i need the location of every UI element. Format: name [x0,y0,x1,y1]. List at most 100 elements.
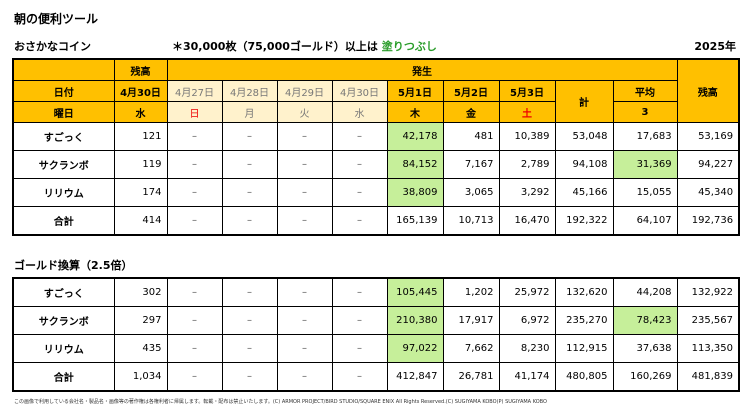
cell: 121 [113,122,168,151]
header-cell: 金 [442,101,500,123]
cell: 1,202 [442,277,500,307]
cell: 10,713 [442,206,500,236]
cell: 42,178 [386,122,444,151]
cell: 7,167 [442,150,500,179]
cell: 481,839 [676,362,740,392]
cell: 41,174 [498,362,556,392]
cell: – [331,334,388,363]
row-label: 合計 [12,362,115,392]
coin-label: おさかなコイン [14,40,91,53]
cell: – [276,306,333,335]
header-cell: 4月28日 [221,80,278,102]
cell: – [221,150,278,179]
cell: 105,445 [386,277,444,307]
footer: この画像で利用している会社名・製品名・画像等の著作権は各権利者に帰属します。転載… [14,399,547,405]
data-row: 合計 1,034– – – –412,847 26,781 41,174 480,805 160… [12,362,740,392]
data-row: リリウム 435– – – –97,022 7,662 8,230 112,915 37,638… [12,334,740,363]
cell: – [276,122,333,151]
cell: – [221,306,278,335]
cell: 6,972 [498,306,556,335]
cell: 235,567 [676,306,740,335]
cell: – [221,277,278,307]
header-cell: 4月27日 [166,80,223,102]
row-label: サクランボ [12,150,115,179]
cell: 97,022 [386,334,444,363]
cell: 26,781 [442,362,500,392]
cell: – [331,306,388,335]
cell: 192,736 [676,206,740,236]
cell: 302 [113,277,168,307]
cell: 165,139 [386,206,444,236]
cell: 25,972 [498,277,556,307]
header-cell: 5月1日 [386,80,444,102]
cell: 414 [113,206,168,236]
cell: 7,662 [442,334,500,363]
header-cell: 月 [221,101,278,123]
coin-table: 残高 発生 残高 日付 4月30日 4月27日 4月28日 4月29日 4月30日 5月1日 5月2… [12,58,741,236]
header-cell: 平均 [612,80,678,102]
header-cell: 4月30日 [113,80,168,102]
cell: – [166,122,223,151]
header-cell: 4月29日 [276,80,333,102]
cell: 44,208 [612,277,678,307]
header-cell: 木 [386,101,444,123]
cell: 84,152 [386,150,444,179]
cell: – [276,206,333,236]
header-cell: 曜日 [12,101,115,123]
cell: – [331,206,388,236]
cell: 45,166 [554,178,614,207]
cell: 38,809 [386,178,444,207]
cell: – [331,178,388,207]
gold-title: ゴールド換算（2.5倍） [14,259,133,272]
cell: – [166,362,223,392]
header-cell [12,58,115,81]
header-cell: 日付 [12,80,115,102]
header-cell: 残高 [676,58,740,123]
cell: 297 [113,306,168,335]
cell: – [331,277,388,307]
cell: 94,227 [676,150,740,179]
cell: – [276,334,333,363]
row-label: リリウム [12,178,115,207]
cell: 31,369 [612,150,678,179]
note-text: ＊30,000枚（75,000ゴールド）以上は [172,40,378,53]
cell: – [221,206,278,236]
header-cell: 土 [498,101,556,123]
row-label: すごっく [12,277,115,307]
cell: 16,470 [498,206,556,236]
cell: 132,620 [554,277,614,307]
header-row: 日付 4月30日 4月27日 4月28日 4月29日 4月30日 5月1日 5月2日 5月3日計… [12,80,739,123]
data-row: 合計 414– – – –165,139 10,713 16,470 192,322 64,10… [12,206,740,236]
cell: 1,034 [113,362,168,392]
cell: 3,065 [442,178,500,207]
cell: – [221,362,278,392]
cell: 481 [442,122,500,151]
cell: – [331,150,388,179]
cell: – [166,178,223,207]
header-cell: 水 [113,101,168,123]
cell: – [221,178,278,207]
cell: 412,847 [386,362,444,392]
row-label: リリウム [12,334,115,363]
cell: 160,269 [612,362,678,392]
note: ＊30,000枚（75,000ゴールド）以上は 塗りつぶし [172,38,437,54]
row-label: サクランボ [12,306,115,335]
cell: – [331,122,388,151]
cell: 45,340 [676,178,740,207]
data-row: リリウム 174– – – –38,809 3,065 3,292 45,166 15,055 4… [12,178,740,207]
cell: 15,055 [612,178,678,207]
row-label: 合計 [12,206,115,236]
cell: – [221,122,278,151]
header-cell: 3 [612,101,678,123]
cell: – [166,334,223,363]
data-row: すごっく 121– – – –42,178 481 10,389 53,048 17,683 53… [12,122,740,151]
cell: 113,350 [676,334,740,363]
cell: 8,230 [498,334,556,363]
cell: 132,922 [676,277,740,307]
header-cell: 5月3日 [498,80,556,102]
cell: 3,292 [498,178,556,207]
header-row: 曜日水日月火水木金土 3 [12,101,739,123]
data-row: すごっく 302– – – –105,445 1,202 25,972 132,620 44,2… [12,277,740,307]
header-row: 残高 発生 残高 [12,58,740,123]
